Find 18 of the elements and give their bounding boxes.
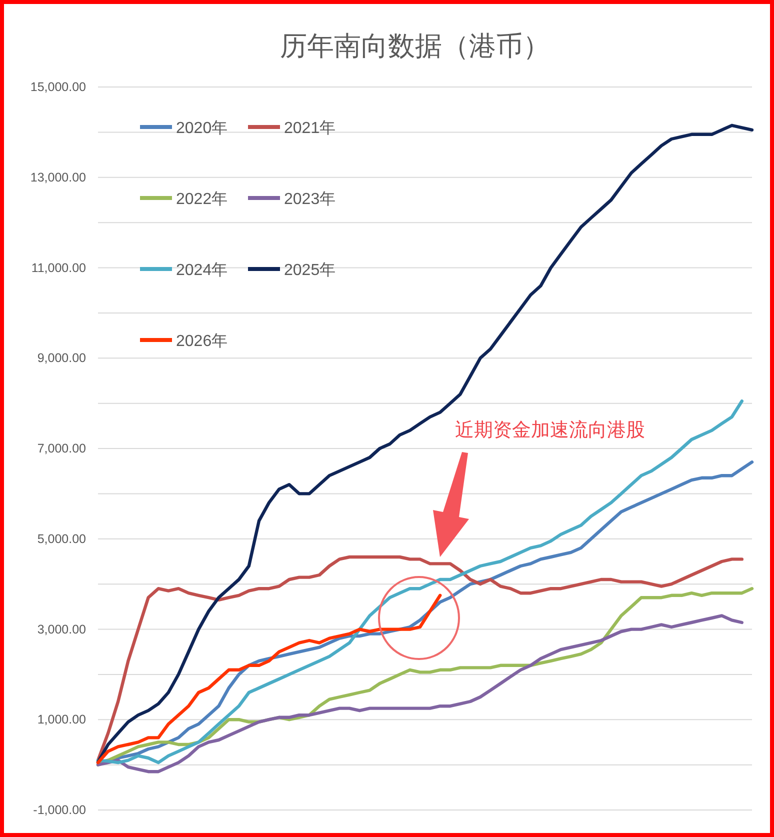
legend-label: 2024年 (176, 262, 228, 279)
chart-title: 历年南向数据（港币） (280, 31, 550, 62)
y-tick-label: 5,000.00 (37, 532, 86, 546)
annotation: 近期资金加速流向港股 (455, 419, 645, 441)
legend-label: 2022年 (176, 191, 228, 208)
y-tick-label: -1,000.00 (33, 803, 86, 817)
y-tick-label: 3,000.00 (37, 622, 86, 636)
y-tick-label: 7,000.00 (37, 442, 86, 456)
y-tick-label: 1,000.00 (37, 712, 86, 727)
y-tick-label: 9,000.00 (37, 351, 86, 366)
legend-label: 2023年 (284, 191, 336, 208)
legend-label: 2021年 (284, 120, 336, 137)
y-tick-label: 15,000.00 (30, 80, 86, 94)
y-tick-label: 11,000.00 (31, 260, 86, 275)
legend-label: 2020年 (176, 120, 228, 137)
legend-label: 2025年 (284, 262, 336, 279)
y-tick-label: 13,000.00 (30, 170, 86, 184)
legend-label: 2026年 (176, 333, 228, 350)
